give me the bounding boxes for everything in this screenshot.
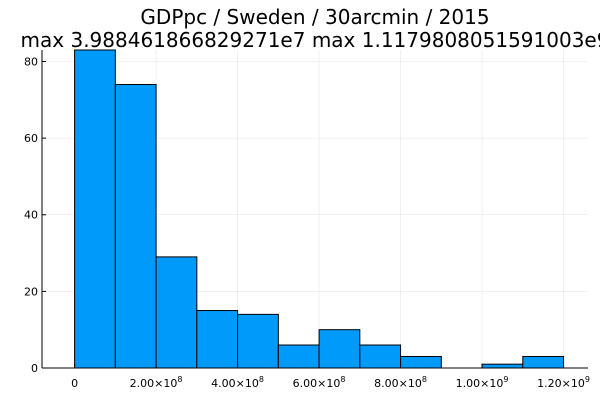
histogram-bar <box>522 356 565 369</box>
y-tick-labels: 0 20 40 60 80 <box>24 55 38 375</box>
histogram-bar <box>155 256 198 369</box>
histogram-bar <box>114 83 157 369</box>
axes <box>41 50 588 369</box>
x-tick-label: 1.20×109 <box>537 375 590 390</box>
histogram-bar <box>481 363 524 369</box>
chart-title: GDPpc / Sweden / 30arcmin / 2015 <box>140 5 489 29</box>
y-tick-label: 60 <box>24 132 38 145</box>
histogram-bar <box>359 344 402 369</box>
y-tick-label: 0 <box>31 362 38 375</box>
x-tick-labels: 0 2.00×108 4.00×108 6.00×108 8.00×108 1.00×10… <box>71 375 590 390</box>
histogram-bar <box>400 356 442 369</box>
y-tick-label: 40 <box>24 209 38 222</box>
histogram-bars <box>74 49 565 369</box>
chart-subtitle: max 3.988461866829271e7 max 1.1179808051… <box>21 28 600 52</box>
x-tick-label: 0 <box>71 377 78 390</box>
histogram-bar <box>196 310 239 369</box>
y-tick-label: 20 <box>24 285 38 298</box>
y-tick-label: 80 <box>24 55 38 68</box>
x-tick-label: 2.00×108 <box>130 375 183 390</box>
x-tick-label: 1.00×109 <box>456 375 509 390</box>
x-tick-label: 4.00×108 <box>211 375 264 390</box>
histogram-bar <box>277 344 320 369</box>
histogram-bar <box>318 329 361 369</box>
x-tick-label: 6.00×108 <box>293 375 346 390</box>
histogram-bar <box>237 313 279 369</box>
x-tick-label: 8.00×108 <box>374 375 427 390</box>
histogram-bar <box>74 49 116 369</box>
